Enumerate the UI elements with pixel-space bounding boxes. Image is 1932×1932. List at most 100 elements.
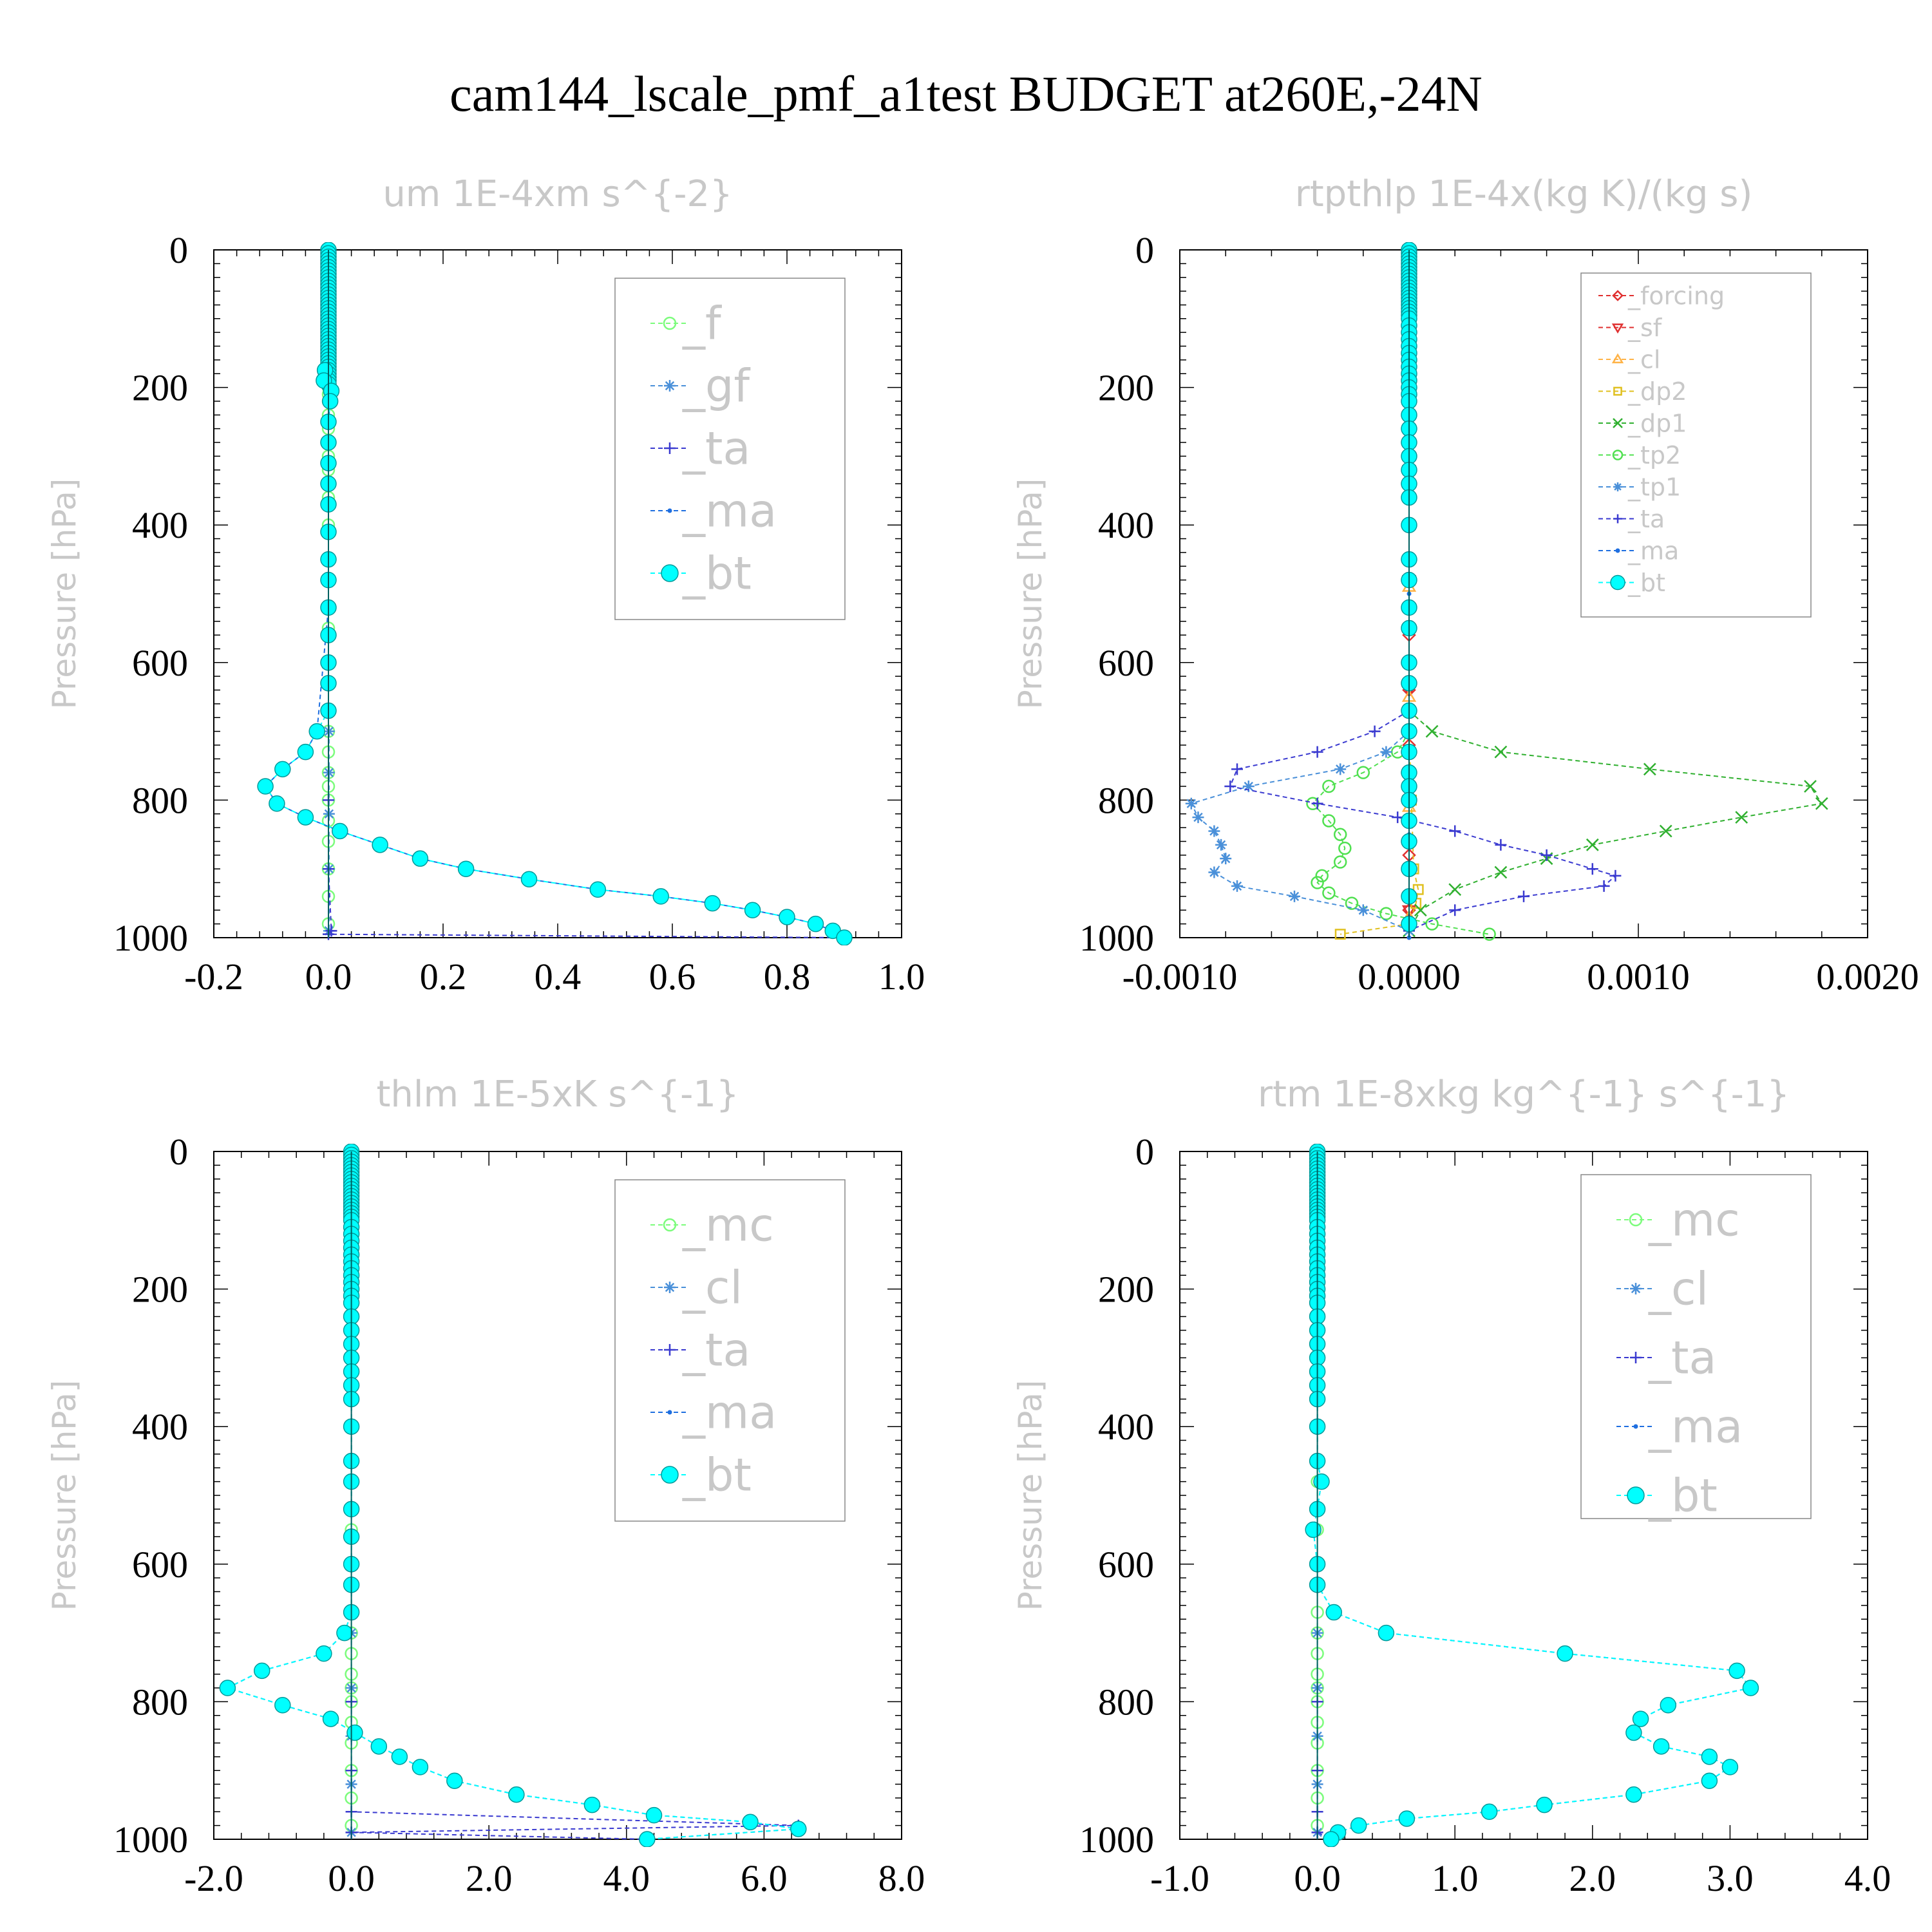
marker	[1482, 927, 1496, 941]
x-tick-label: 4.0	[603, 1857, 650, 1899]
y-tick-label: 800	[1098, 1681, 1154, 1723]
marker	[1380, 746, 1392, 758]
series-dp1	[1403, 704, 1828, 938]
marker	[1625, 1786, 1642, 1803]
marker	[332, 822, 348, 840]
series-ta	[1311, 1696, 1337, 1845]
marker	[1643, 762, 1656, 776]
marker	[321, 393, 339, 410]
panel-title: rtm 1E-8xkg kg^{-1} s^{-1}	[1258, 1074, 1790, 1115]
y-tick-label: 600	[1098, 642, 1154, 684]
marker	[1356, 766, 1370, 779]
y-tick-label: 1000	[113, 1819, 188, 1861]
marker	[1289, 890, 1300, 902]
y-tick-label: 0	[169, 229, 188, 271]
x-tick-label: 2.0	[466, 1857, 513, 1899]
marker	[1630, 1352, 1642, 1363]
legend: _mc _cl _ta _ma _bt	[614, 1179, 846, 1522]
marker	[1612, 450, 1624, 460]
marker	[1311, 746, 1323, 758]
marker	[1495, 838, 1507, 851]
marker	[1305, 1521, 1321, 1539]
x-tick-label: 1.0	[878, 956, 925, 998]
marker	[1448, 883, 1462, 896]
marker	[1627, 1486, 1645, 1504]
marker	[661, 1466, 679, 1484]
x-tick-label: -0.2	[184, 956, 243, 998]
marker	[370, 1738, 388, 1755]
marker	[1242, 781, 1255, 793]
legend-label: _ma	[682, 485, 777, 538]
marker	[1632, 1710, 1649, 1727]
marker	[1630, 1283, 1642, 1294]
x-tick-label: 4.0	[1844, 1857, 1891, 1899]
marker	[1338, 841, 1352, 855]
x-tick-label: 2.0	[1569, 1857, 1616, 1899]
x-tick-label: 0.0	[328, 1857, 375, 1899]
marker	[1220, 853, 1232, 865]
marker	[1231, 763, 1243, 775]
marker	[1425, 917, 1439, 931]
marker	[1613, 386, 1622, 396]
marker	[1612, 290, 1624, 301]
legend-label: _ta	[1648, 1332, 1716, 1385]
x-tick-label: 0.8	[764, 956, 811, 998]
marker	[1224, 781, 1236, 793]
x-tick-label: 0.0	[1294, 1857, 1341, 1899]
marker	[836, 929, 853, 945]
series-line	[1408, 710, 1823, 931]
marker	[412, 1759, 429, 1776]
x-tick-label: 0.6	[649, 956, 696, 998]
marker	[274, 1696, 291, 1714]
series-tp1	[1185, 725, 1415, 937]
y-axis-label: Pressure [hPa]	[1012, 1380, 1049, 1611]
y-tick-label: 400	[132, 1406, 188, 1448]
marker	[297, 809, 314, 826]
marker	[744, 902, 761, 919]
marker	[1586, 863, 1598, 875]
legend-label: _cl	[1627, 345, 1660, 374]
y-tick-label: 800	[132, 779, 188, 821]
marker	[308, 723, 325, 740]
marker	[1518, 890, 1530, 902]
x-tick-label: 0.2	[420, 956, 467, 998]
legend-label: _bt	[1627, 569, 1665, 597]
marker	[1333, 855, 1347, 869]
marker	[1660, 1696, 1677, 1714]
legend-label: _sf	[1627, 314, 1663, 342]
marker	[257, 778, 274, 795]
y-tick-label: 400	[1098, 1406, 1154, 1448]
marker	[664, 1282, 676, 1293]
marker	[316, 1645, 332, 1662]
marker	[1815, 797, 1828, 810]
panel-title: thlm 1E-5xK s^{-1}	[376, 1074, 739, 1115]
marker	[1557, 1645, 1573, 1662]
marker	[667, 1410, 672, 1415]
marker	[1185, 797, 1197, 810]
x-tick-label: 3.0	[1707, 1857, 1754, 1899]
marker	[661, 564, 679, 582]
legend-label: _cl	[682, 1262, 743, 1314]
marker	[1613, 418, 1623, 428]
marker	[1425, 724, 1439, 738]
x-tick-label: 0.4	[535, 956, 582, 998]
marker	[1311, 876, 1324, 889]
y-tick-label: 400	[1098, 504, 1154, 546]
legend-label: _cl	[1648, 1263, 1709, 1316]
marker	[807, 915, 824, 933]
marker	[1322, 814, 1336, 828]
marker	[254, 1662, 270, 1680]
marker	[664, 380, 676, 392]
legend-label: _ma	[1648, 1401, 1743, 1454]
legend-label: _mc	[682, 1199, 774, 1252]
marker	[1804, 780, 1817, 793]
marker	[446, 1772, 463, 1789]
marker	[1536, 1796, 1553, 1814]
marker	[1323, 1831, 1340, 1847]
marker	[667, 508, 672, 513]
marker	[269, 795, 285, 812]
panel-title: um 1E-4xm s^{-2}	[383, 173, 732, 215]
marker	[1701, 1772, 1718, 1789]
legend-label: _ma	[1627, 536, 1679, 565]
marker	[1494, 866, 1508, 879]
